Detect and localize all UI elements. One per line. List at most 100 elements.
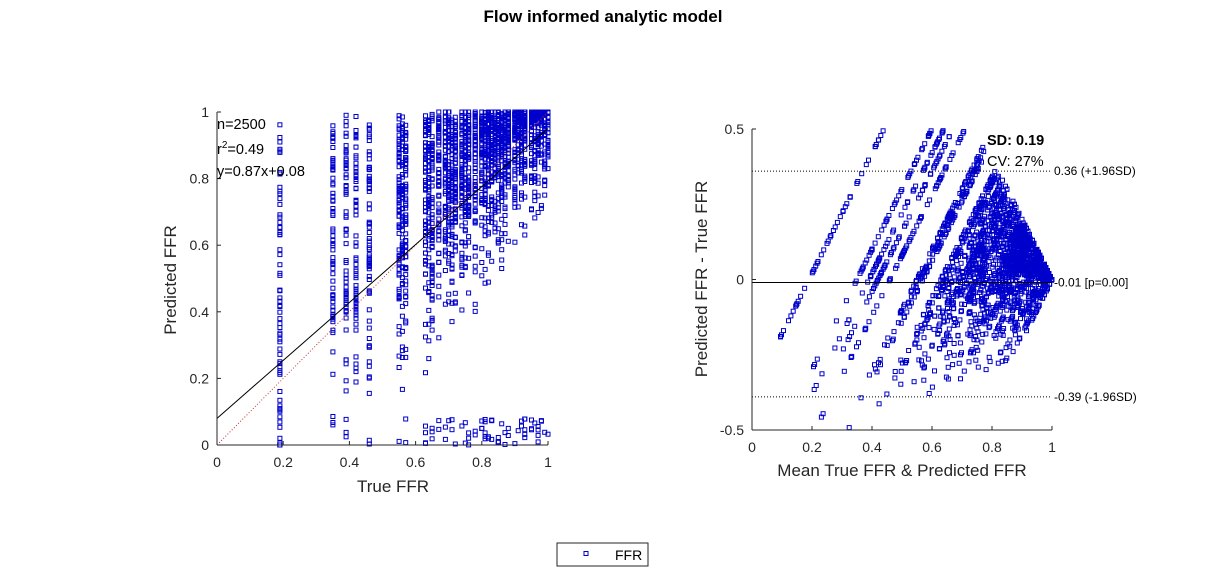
data-point [922,351,928,357]
data-point [330,247,336,253]
data-point [472,269,478,275]
data-point [436,149,442,155]
data-point [429,156,435,162]
data-point [353,240,359,246]
data-point [987,270,992,275]
data-point [472,201,478,207]
data-point [459,144,465,150]
data-point [426,168,432,174]
data-point [277,139,283,145]
data-point [512,204,518,210]
data-point [854,344,859,350]
data-point [921,377,927,383]
data-point [277,336,283,342]
data-point [399,221,405,227]
data-point [875,234,881,240]
data-point [429,275,435,281]
data-point [535,174,541,180]
data-point [442,181,448,187]
legend-label: FFR [615,547,642,563]
data-point [522,232,528,238]
data-point [519,167,524,173]
data-point [403,167,409,173]
data-point [343,172,349,178]
data-point [452,148,458,154]
data-point [472,123,478,129]
data-point [429,297,435,303]
data-point [449,222,455,228]
data-point [396,113,402,119]
data-point [502,192,508,198]
data-point [353,233,359,239]
data-point [452,118,458,124]
data-point [343,227,349,233]
data-point [462,240,468,246]
data-point [396,144,402,150]
data-point [353,327,359,333]
data-point [918,328,924,334]
data-point [403,202,409,208]
data-point [330,167,336,172]
data-point [353,379,359,385]
data-point [502,221,508,227]
data-point [277,122,283,128]
data-point [366,138,372,143]
data-point [502,430,508,436]
data-point [403,231,409,237]
data-point [472,253,478,259]
data-point [343,118,349,124]
data-point [485,203,491,208]
data-point [429,197,435,203]
data-point [512,166,518,172]
data-point [818,252,824,258]
data-point [403,221,409,227]
data-point [512,441,518,447]
data-point [542,160,548,166]
data-point [794,301,800,307]
data-point [449,417,455,423]
data-point [436,259,442,265]
data-point [545,431,551,437]
data-point [277,270,283,276]
data-point [459,264,465,270]
x-tick-label: 0 [213,454,221,470]
data-point [330,139,336,144]
data-point [399,313,405,319]
y-tick-label: 0 [201,437,209,453]
data-point [499,266,505,271]
data-point [489,178,495,184]
data-point [910,188,916,194]
data-point [343,284,349,290]
data-point [983,367,989,373]
scatter-x-label: True FFR [357,477,429,496]
data-point [924,202,930,208]
data-point [495,166,501,172]
data-point [843,298,849,304]
data-point [975,364,981,370]
data-point [366,122,372,128]
data-point [277,135,283,140]
data-point [399,172,405,177]
data-point [459,423,465,429]
data-point [446,143,452,149]
data-point [505,433,511,438]
data-point [429,220,435,226]
data-point [532,161,538,167]
data-point [846,425,852,431]
data-point [446,117,452,123]
data-point [489,219,495,225]
data-point [446,159,452,165]
data-point [466,234,472,240]
data-point [832,224,838,230]
data-point [893,240,899,246]
data-point [442,204,448,210]
data-point [459,158,465,163]
data-point [788,313,794,319]
data-point [452,219,458,225]
data-point [277,364,283,370]
data-point [399,228,405,234]
data-point [366,277,372,282]
data-point [957,340,963,346]
data-point [403,147,409,153]
data-point [353,309,359,315]
